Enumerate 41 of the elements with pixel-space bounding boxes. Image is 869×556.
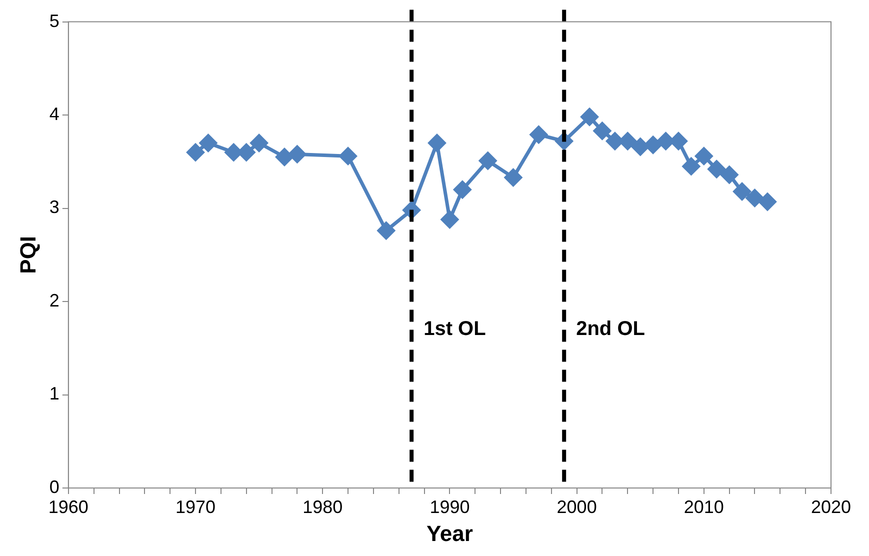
y-axis-title: PQI bbox=[15, 236, 40, 274]
point bbox=[758, 193, 776, 211]
point bbox=[720, 166, 738, 184]
point bbox=[288, 145, 306, 163]
point bbox=[695, 147, 713, 165]
point bbox=[644, 136, 662, 154]
point bbox=[250, 134, 268, 152]
point bbox=[593, 122, 611, 140]
ref-line-label: 1st OL bbox=[424, 318, 486, 340]
x-tick-label: 2010 bbox=[684, 496, 724, 517]
point bbox=[377, 222, 395, 240]
point bbox=[682, 158, 700, 176]
point bbox=[580, 108, 598, 126]
point bbox=[530, 126, 548, 144]
y-tick-label: 5 bbox=[49, 10, 60, 31]
x-tick-label: 2020 bbox=[810, 496, 852, 517]
point bbox=[632, 138, 650, 156]
x-axis-title: Year bbox=[426, 520, 474, 546]
point bbox=[339, 147, 357, 165]
y-tick-label: 4 bbox=[49, 104, 60, 124]
x-tick-label: 1970 bbox=[175, 496, 216, 517]
point bbox=[733, 182, 751, 200]
point bbox=[504, 168, 522, 186]
x-tick-label: 1990 bbox=[430, 496, 470, 517]
point bbox=[276, 148, 294, 166]
point bbox=[454, 180, 472, 198]
point bbox=[186, 144, 204, 162]
point bbox=[440, 210, 458, 228]
point bbox=[746, 189, 764, 207]
y-tick-label: 2 bbox=[49, 290, 60, 310]
point bbox=[708, 160, 726, 178]
y-tick-label: 0 bbox=[49, 476, 60, 497]
x-tick-label: 1960 bbox=[48, 496, 88, 517]
point bbox=[428, 134, 446, 152]
y-tick-label: 3 bbox=[49, 197, 60, 218]
point bbox=[199, 134, 217, 152]
y-tick-label: 1 bbox=[49, 384, 60, 404]
x-tick-label: 1980 bbox=[302, 496, 343, 517]
point bbox=[479, 152, 497, 170]
ref-line-label: 2nd OL bbox=[576, 318, 645, 340]
x-tick-label: 2000 bbox=[556, 496, 597, 517]
